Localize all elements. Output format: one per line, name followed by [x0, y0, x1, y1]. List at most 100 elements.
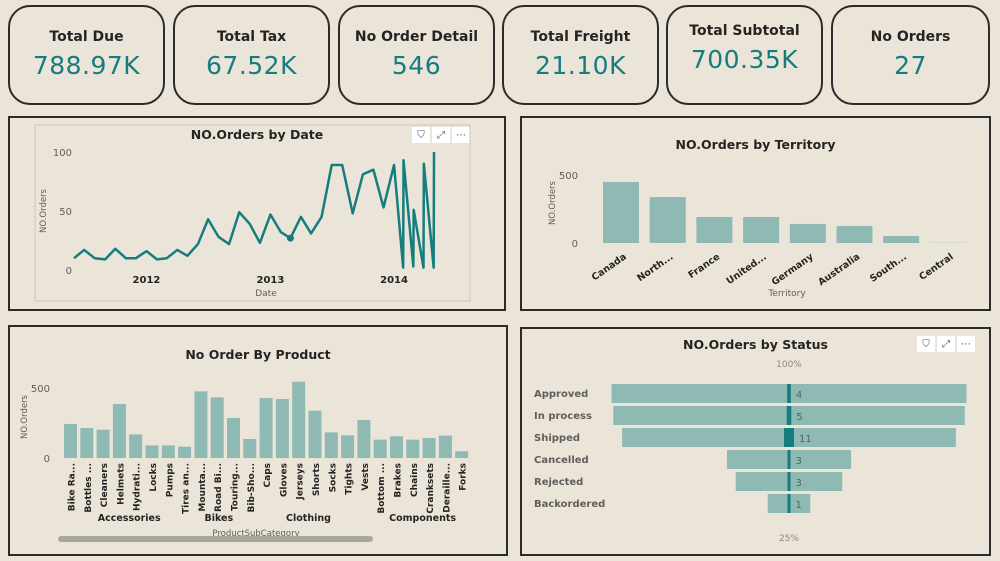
- data-label: 4: [796, 390, 802, 401]
- x-axis-title: Territory: [767, 289, 806, 299]
- more-options-icon[interactable]: ⋯: [452, 127, 470, 143]
- bar-Road Bi...: [210, 397, 224, 458]
- bar-Pumps: [161, 445, 175, 458]
- category-label: Rejected: [534, 477, 583, 488]
- value-bar-Rejected: [787, 472, 791, 491]
- bar-Hydrati...: [129, 434, 143, 458]
- x-axis-title: ProductSubCategory: [212, 529, 299, 539]
- line-chart: 0 50 100 2012 2013 2014 Date NO.Orders: [34, 124, 471, 302]
- bar-France: [696, 217, 733, 243]
- orders-by-territory-visual[interactable]: NO.Orders by Territory 0 500 NO.Orders Cana…: [520, 116, 991, 311]
- filter-icon[interactable]: ⛉: [412, 127, 430, 143]
- top-percent-label: 100%: [776, 360, 802, 370]
- bar-Helmets: [112, 403, 126, 458]
- more-options-icon[interactable]: ⋯: [957, 336, 975, 352]
- x-tick-label: Bottom ...: [377, 463, 387, 514]
- group-label: Bikes: [205, 513, 234, 524]
- x-tick-label: 2012: [133, 275, 161, 286]
- data-label: 11: [799, 434, 812, 445]
- kpi-no-orders: No Orders 27: [831, 5, 990, 105]
- y-tick-label: 500: [559, 171, 578, 182]
- bar-Deraille...: [438, 435, 452, 458]
- kpi-label: Total Subtotal: [689, 23, 800, 39]
- bar-Gloves: [275, 399, 289, 458]
- bar-Chains: [406, 439, 420, 458]
- line-series: [73, 151, 436, 269]
- orders-by-date-visual[interactable]: NO.Orders by Date ⛉ ⤢ ⋯ 0 50 100 2012 2013 2014…: [8, 116, 506, 311]
- bar-North...: [649, 197, 686, 243]
- value-bar-Approved: [787, 384, 791, 403]
- value-bar-Backordered: [787, 494, 791, 513]
- orders-by-product-visual[interactable]: No Order By Product 0 500 NO.Orders Bike Ra…: [8, 325, 508, 556]
- x-tick-label: Touring...: [231, 463, 241, 511]
- y-tick-label: 100: [53, 148, 72, 159]
- x-tick-label: Australia: [816, 251, 862, 288]
- data-label: 3: [796, 456, 802, 467]
- category-label: In process: [534, 411, 592, 422]
- y-tick-label: 50: [59, 207, 72, 218]
- x-tick-label: Brakes: [394, 463, 404, 498]
- x-tick-label: Forks: [459, 463, 469, 491]
- group-label: Accessories: [98, 513, 161, 524]
- x-tick-label: Shorts: [312, 463, 322, 496]
- bar-Jerseys: [292, 381, 306, 458]
- y-axis-title: NO.Orders: [39, 188, 49, 233]
- bar-Socks: [324, 432, 338, 458]
- x-tick-label: Hydrati...: [133, 463, 143, 511]
- data-label: 1: [796, 500, 802, 511]
- data-label: 3: [796, 478, 802, 489]
- x-tick-label: Deraille...: [442, 463, 452, 513]
- bar-Mounta...: [194, 391, 208, 458]
- value-bar-Shipped: [784, 428, 794, 447]
- bar-Bottom ...: [373, 439, 387, 458]
- category-label: Backordered: [534, 499, 605, 510]
- funnel-chart: 100% 25% Approved 4 In process 5 Shipped 11 Canc…: [534, 360, 967, 544]
- x-tick-label: Germany: [770, 251, 816, 288]
- orders-by-status-visual[interactable]: NO.Orders by Status ⛉ ⤢ ⋯ 100% 25% Approved 4…: [520, 327, 991, 556]
- bar-Germany: [789, 223, 826, 243]
- x-tick-label: Tires an...: [182, 463, 192, 514]
- bar-Touring...: [227, 417, 240, 458]
- x-tick-label: Road Bi...: [214, 463, 224, 512]
- x-tick-label: 2013: [257, 275, 285, 286]
- x-tick-label: 2014: [380, 275, 408, 286]
- bar-Tights: [341, 435, 355, 458]
- bar-Caps: [259, 397, 273, 458]
- kpi-label: No Order Detail: [354, 29, 479, 45]
- x-tick-label: Bib-Sho...: [247, 463, 257, 512]
- y-axis-title: NO.Orders: [20, 394, 30, 439]
- bar-Shorts: [308, 410, 322, 458]
- chart-title: NO.Orders by Status: [683, 337, 828, 352]
- value-bar-Cancelled: [787, 450, 791, 469]
- focus-mode-icon[interactable]: ⤢: [937, 336, 955, 352]
- kpi-value: 546: [391, 51, 442, 80]
- x-tick-label: Pumps: [165, 463, 175, 497]
- kpi-value: 27: [894, 51, 927, 80]
- kpi-value: 788.97K: [32, 51, 141, 80]
- bar-United...: [743, 217, 780, 243]
- group-label: Components: [389, 513, 456, 524]
- horizontal-scrollbar[interactable]: [58, 536, 373, 542]
- value-bar-In process: [786, 406, 792, 425]
- y-tick-label: 0: [66, 266, 72, 277]
- filter-icon[interactable]: ⛉: [917, 336, 935, 352]
- x-tick-label: Canada: [590, 251, 629, 283]
- bar-Locks: [145, 445, 159, 458]
- bar-Bottles ...: [80, 428, 94, 458]
- kpi-label: Total Freight: [530, 29, 631, 45]
- category-label: Approved: [534, 389, 588, 400]
- kpi-label: Total Due: [49, 29, 124, 45]
- x-tick-label: Jerseys: [296, 463, 306, 501]
- x-tick-label: Gloves: [279, 463, 289, 497]
- bottom-percent-label: 25%: [779, 534, 799, 544]
- kpi-total-freight: Total Freight 21.10K: [502, 5, 659, 105]
- x-tick-label: Vests: [361, 463, 371, 491]
- kpi-total-due: Total Due 788.97K: [8, 5, 165, 105]
- selection-frame: [34, 124, 471, 302]
- focus-mode-icon[interactable]: ⤢: [432, 127, 450, 143]
- x-tick-label: Cranksets: [426, 463, 436, 514]
- chart-title: NO.Orders by Date: [190, 127, 324, 142]
- x-tick-label: Cleaners: [100, 463, 110, 507]
